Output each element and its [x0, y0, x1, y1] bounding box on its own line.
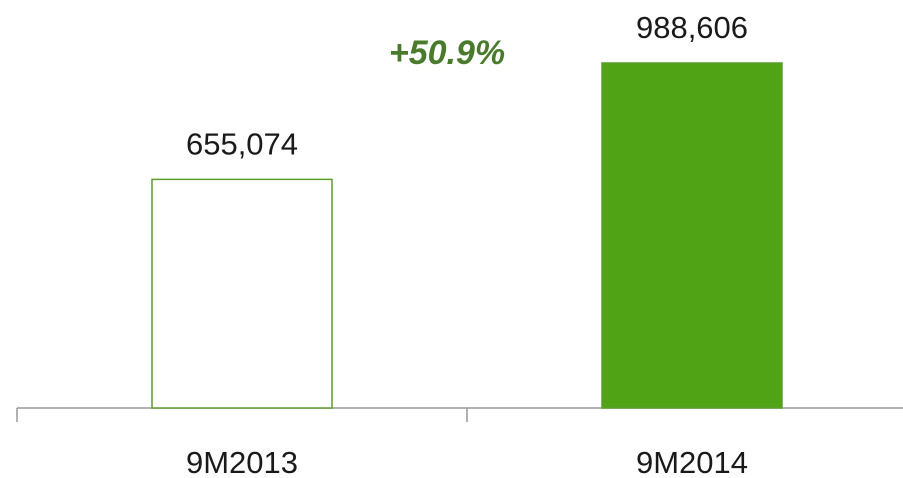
- x-tick-label: 9M2014: [636, 445, 748, 478]
- x-tick-label: 9M2013: [186, 445, 298, 478]
- annotation: +50.9%: [389, 34, 505, 72]
- bar: [601, 62, 783, 409]
- bar: [151, 178, 333, 409]
- value-label: 655,074: [186, 127, 298, 162]
- value-label: 988,606: [636, 10, 748, 45]
